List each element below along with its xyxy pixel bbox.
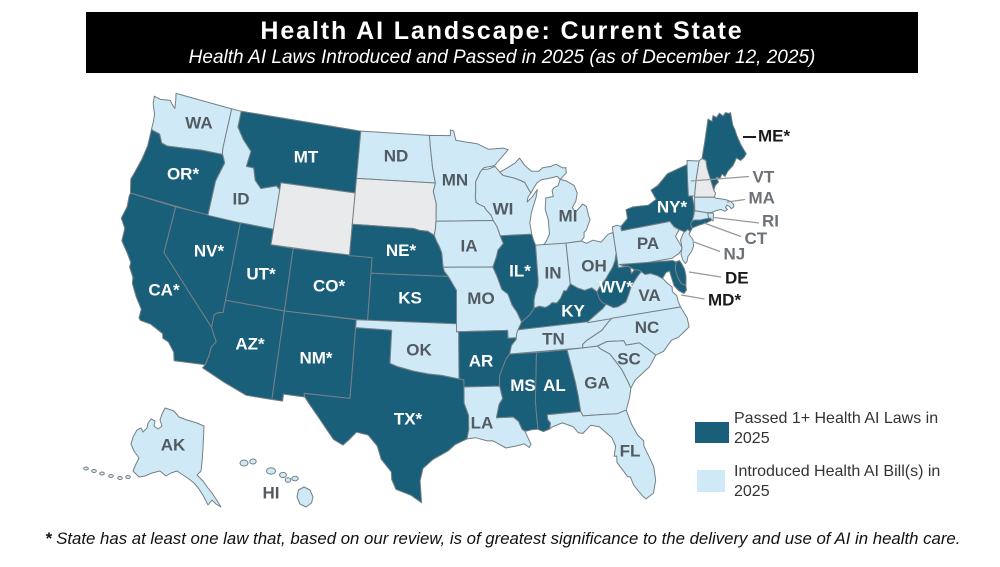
svg-text:KY: KY: [561, 302, 585, 321]
svg-text:IL*: IL*: [509, 262, 531, 281]
svg-text:TX*: TX*: [394, 410, 423, 429]
svg-text:OR*: OR*: [167, 165, 200, 184]
svg-text:RI: RI: [762, 212, 779, 231]
svg-text:AR: AR: [469, 352, 494, 371]
svg-text:GA: GA: [584, 374, 610, 393]
svg-text:CA*: CA*: [148, 281, 180, 300]
svg-text:OH: OH: [581, 257, 607, 276]
svg-text:WV*: WV*: [599, 278, 633, 297]
svg-text:AZ*: AZ*: [235, 335, 265, 354]
svg-text:VT: VT: [753, 168, 775, 187]
svg-text:IN: IN: [545, 264, 562, 283]
svg-text:PA: PA: [637, 234, 659, 253]
svg-text:HI: HI: [263, 484, 280, 503]
svg-text:VA: VA: [638, 286, 660, 305]
svg-text:ME*: ME*: [758, 127, 791, 146]
svg-text:MT: MT: [294, 148, 319, 167]
svg-text:UT*: UT*: [246, 265, 276, 284]
svg-text:MA: MA: [749, 189, 775, 208]
svg-text:ND: ND: [384, 147, 409, 166]
svg-text:DE: DE: [725, 269, 749, 288]
svg-text:WA: WA: [185, 114, 212, 133]
svg-text:MI: MI: [559, 207, 578, 226]
svg-text:MS: MS: [510, 376, 536, 395]
svg-text:SC: SC: [617, 350, 641, 369]
svg-text:WI: WI: [493, 200, 514, 219]
svg-text:NV*: NV*: [194, 242, 225, 261]
svg-text:NJ: NJ: [724, 245, 746, 264]
svg-text:IA: IA: [461, 237, 478, 256]
svg-text:NC: NC: [635, 318, 660, 337]
svg-text:ID: ID: [233, 190, 250, 209]
svg-text:NY*: NY*: [657, 198, 688, 217]
svg-text:MN: MN: [442, 171, 468, 190]
svg-text:MD*: MD*: [708, 291, 741, 310]
svg-text:MO: MO: [467, 289, 494, 308]
svg-text:TN: TN: [542, 330, 565, 349]
svg-text:FL: FL: [620, 442, 641, 461]
svg-text:LA: LA: [471, 414, 494, 433]
svg-text:CT: CT: [745, 229, 768, 248]
svg-text:CO*: CO*: [313, 277, 346, 296]
svg-text:AL: AL: [543, 376, 566, 395]
svg-text:OK: OK: [406, 341, 432, 360]
svg-text:AK: AK: [161, 436, 186, 455]
svg-text:NE*: NE*: [386, 241, 417, 260]
svg-text:NM*: NM*: [299, 349, 332, 368]
svg-text:KS: KS: [398, 289, 422, 308]
